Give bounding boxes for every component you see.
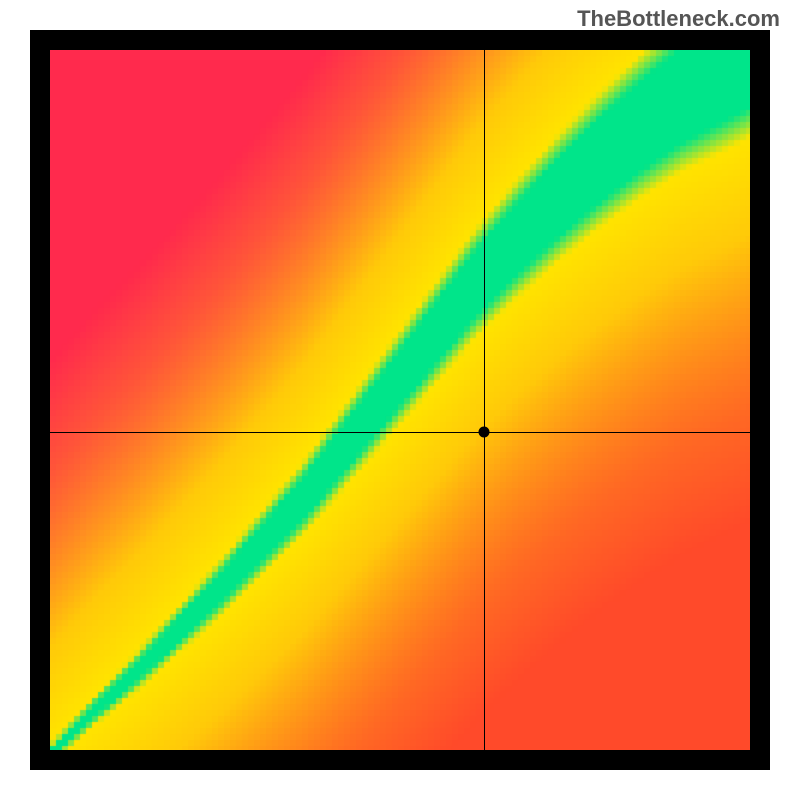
crosshair-marker: [479, 426, 490, 437]
crosshair-horizontal: [50, 432, 750, 433]
heatmap-canvas: [50, 50, 750, 750]
crosshair-vertical: [484, 50, 485, 750]
heatmap-area: [50, 50, 750, 750]
chart-container: TheBottleneck.com: [0, 0, 800, 800]
attribution-label: TheBottleneck.com: [577, 6, 780, 32]
chart-frame: [30, 30, 770, 770]
